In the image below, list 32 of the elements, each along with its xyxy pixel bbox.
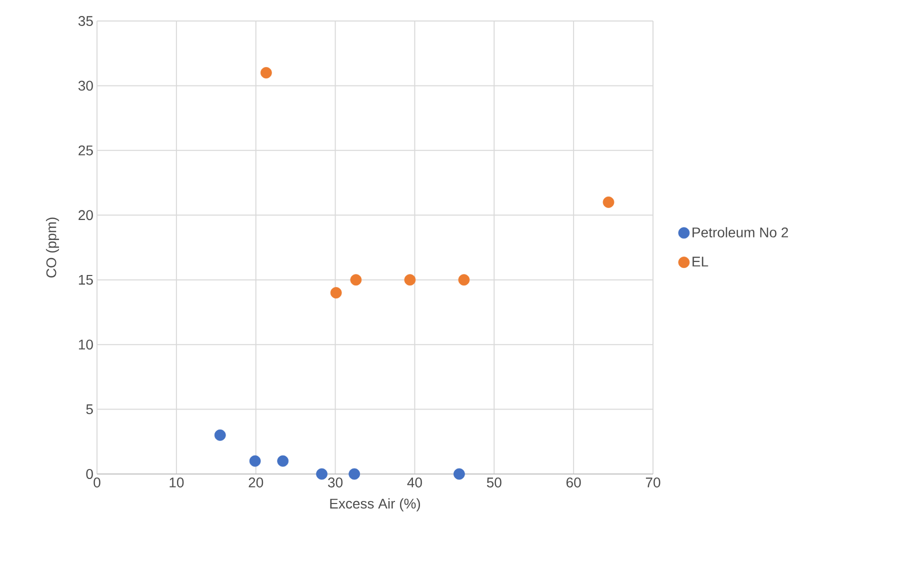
point	[316, 468, 328, 480]
x-axis-title: Excess Air (%)	[330, 498, 420, 512]
point	[404, 274, 416, 286]
y-axis-title: CO (ppm)	[46, 218, 60, 278]
x-tick-label: 40	[407, 478, 422, 488]
point	[350, 274, 362, 286]
y-tick-label: 20	[78, 210, 93, 220]
x-tick-label: 70	[646, 478, 660, 488]
x-tick-label: 10	[170, 478, 184, 488]
point	[602, 196, 614, 208]
y-tick-label: 10	[78, 340, 93, 350]
point	[458, 274, 470, 286]
x-tick-label: 60	[566, 478, 581, 488]
legend-label: Petroleum No 2	[692, 227, 788, 238]
point	[454, 468, 465, 480]
point	[260, 67, 272, 78]
x-tick-label: 50	[486, 478, 502, 488]
x-tick-label: 20	[248, 478, 264, 488]
point	[249, 455, 261, 467]
y-tick-label: 25	[78, 145, 93, 156]
point	[214, 429, 226, 441]
y-tick-label: 30	[78, 80, 93, 91]
x-tick-label: 30	[328, 478, 343, 488]
y-tick-label: 15	[78, 274, 93, 285]
legend-label: EL	[692, 256, 708, 266]
y-tick-label: 5	[86, 404, 93, 414]
point	[348, 468, 360, 480]
point	[330, 287, 342, 298]
y-tick-label: 0	[86, 469, 93, 479]
x-tick-label: 0	[94, 478, 100, 488]
point	[277, 455, 289, 467]
y-tick-label: 35	[78, 16, 93, 26]
